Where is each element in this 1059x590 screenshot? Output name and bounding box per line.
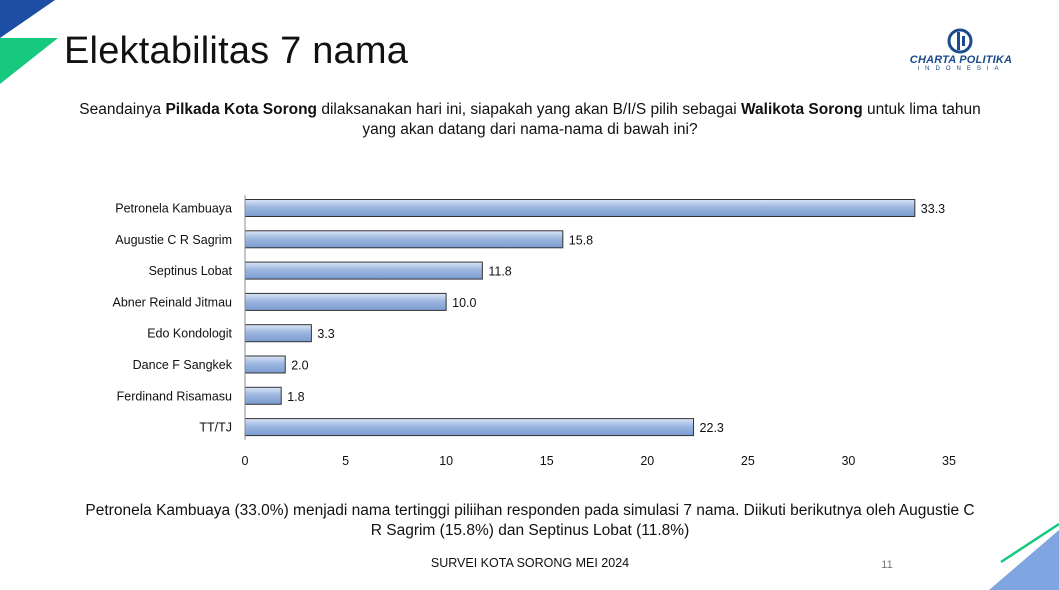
- data-label: 11.8: [488, 265, 511, 279]
- data-label: 1.8: [287, 390, 304, 404]
- bar-chart: Petronela Kambuaya 33.3 Augustie C R Sagri…: [112, 195, 956, 468]
- x-tick-label: 10: [439, 454, 453, 468]
- data-label: 33.3: [921, 202, 945, 216]
- corner-decoration-bottom-right: [989, 522, 1059, 590]
- logo-subtitle: INDONESIA: [917, 66, 1005, 72]
- survey-footer: SURVEI KOTA SORONG MEI 2024: [430, 556, 630, 570]
- question-text-2: dilaksanakan hari ini, siapakah yang aka…: [317, 101, 741, 118]
- bar-7: [244, 418, 695, 437]
- category-label: Augustie C R Sagrim: [115, 233, 232, 247]
- bar-1: [244, 230, 564, 249]
- category-label: Dance F Sangkek: [133, 358, 233, 372]
- x-tick-label: 5: [342, 454, 349, 468]
- x-tick-label: 35: [942, 454, 956, 468]
- question-text-1: Seandainya: [79, 101, 166, 118]
- x-tick-label: 25: [741, 454, 755, 468]
- category-label: Septinus Lobat: [149, 264, 233, 278]
- question-bold-2: Walikota Sorong: [740, 101, 863, 118]
- charta-politika-logo: CHARTA POLITIKA INDONESIA: [896, 28, 1026, 74]
- data-label: 15.8: [569, 233, 593, 247]
- category-label: Petronela Kambuaya: [115, 202, 232, 216]
- x-tick-label: 15: [540, 454, 554, 468]
- logo-name: CHARTA POLITIKA: [909, 54, 1013, 66]
- question-bold-1: Pilkada Kota Sorong: [165, 101, 318, 118]
- corner-decoration-top-left: [0, 0, 71, 84]
- logo-emblem-icon: [947, 28, 973, 54]
- bar-2: [244, 261, 483, 280]
- bar-5: [244, 355, 286, 374]
- slide-title: Elektabilitas 7 nama: [64, 30, 409, 72]
- data-label: 10.0: [452, 296, 476, 310]
- page-number: 11: [881, 559, 893, 571]
- bar-3: [244, 292, 447, 311]
- survey-question: Seandainya Pilkada Kota Sorong dilaksana…: [70, 100, 990, 140]
- data-label: 2.0: [291, 359, 308, 373]
- bar-6: [244, 386, 282, 405]
- bar-0: [244, 199, 916, 217]
- category-label: Ferdinand Risamasu: [117, 389, 232, 403]
- data-label: 22.3: [700, 421, 724, 435]
- bar-4: [244, 324, 312, 343]
- chart-conclusion: Petronela Kambuaya (33.0%) menjadi nama …: [85, 502, 975, 539]
- data-label: 3.3: [317, 327, 334, 341]
- question-text-3: untuk lima tahun yang akan datang dari n…: [362, 101, 981, 138]
- x-tick-label: 0: [242, 454, 249, 468]
- x-tick-label: 30: [841, 454, 855, 468]
- category-label: Edo Kondologit: [147, 327, 232, 341]
- category-label: Abner Reinald Jitmau: [112, 295, 232, 309]
- x-tick-label: 20: [640, 454, 654, 468]
- category-label: TT/TJ: [199, 421, 232, 435]
